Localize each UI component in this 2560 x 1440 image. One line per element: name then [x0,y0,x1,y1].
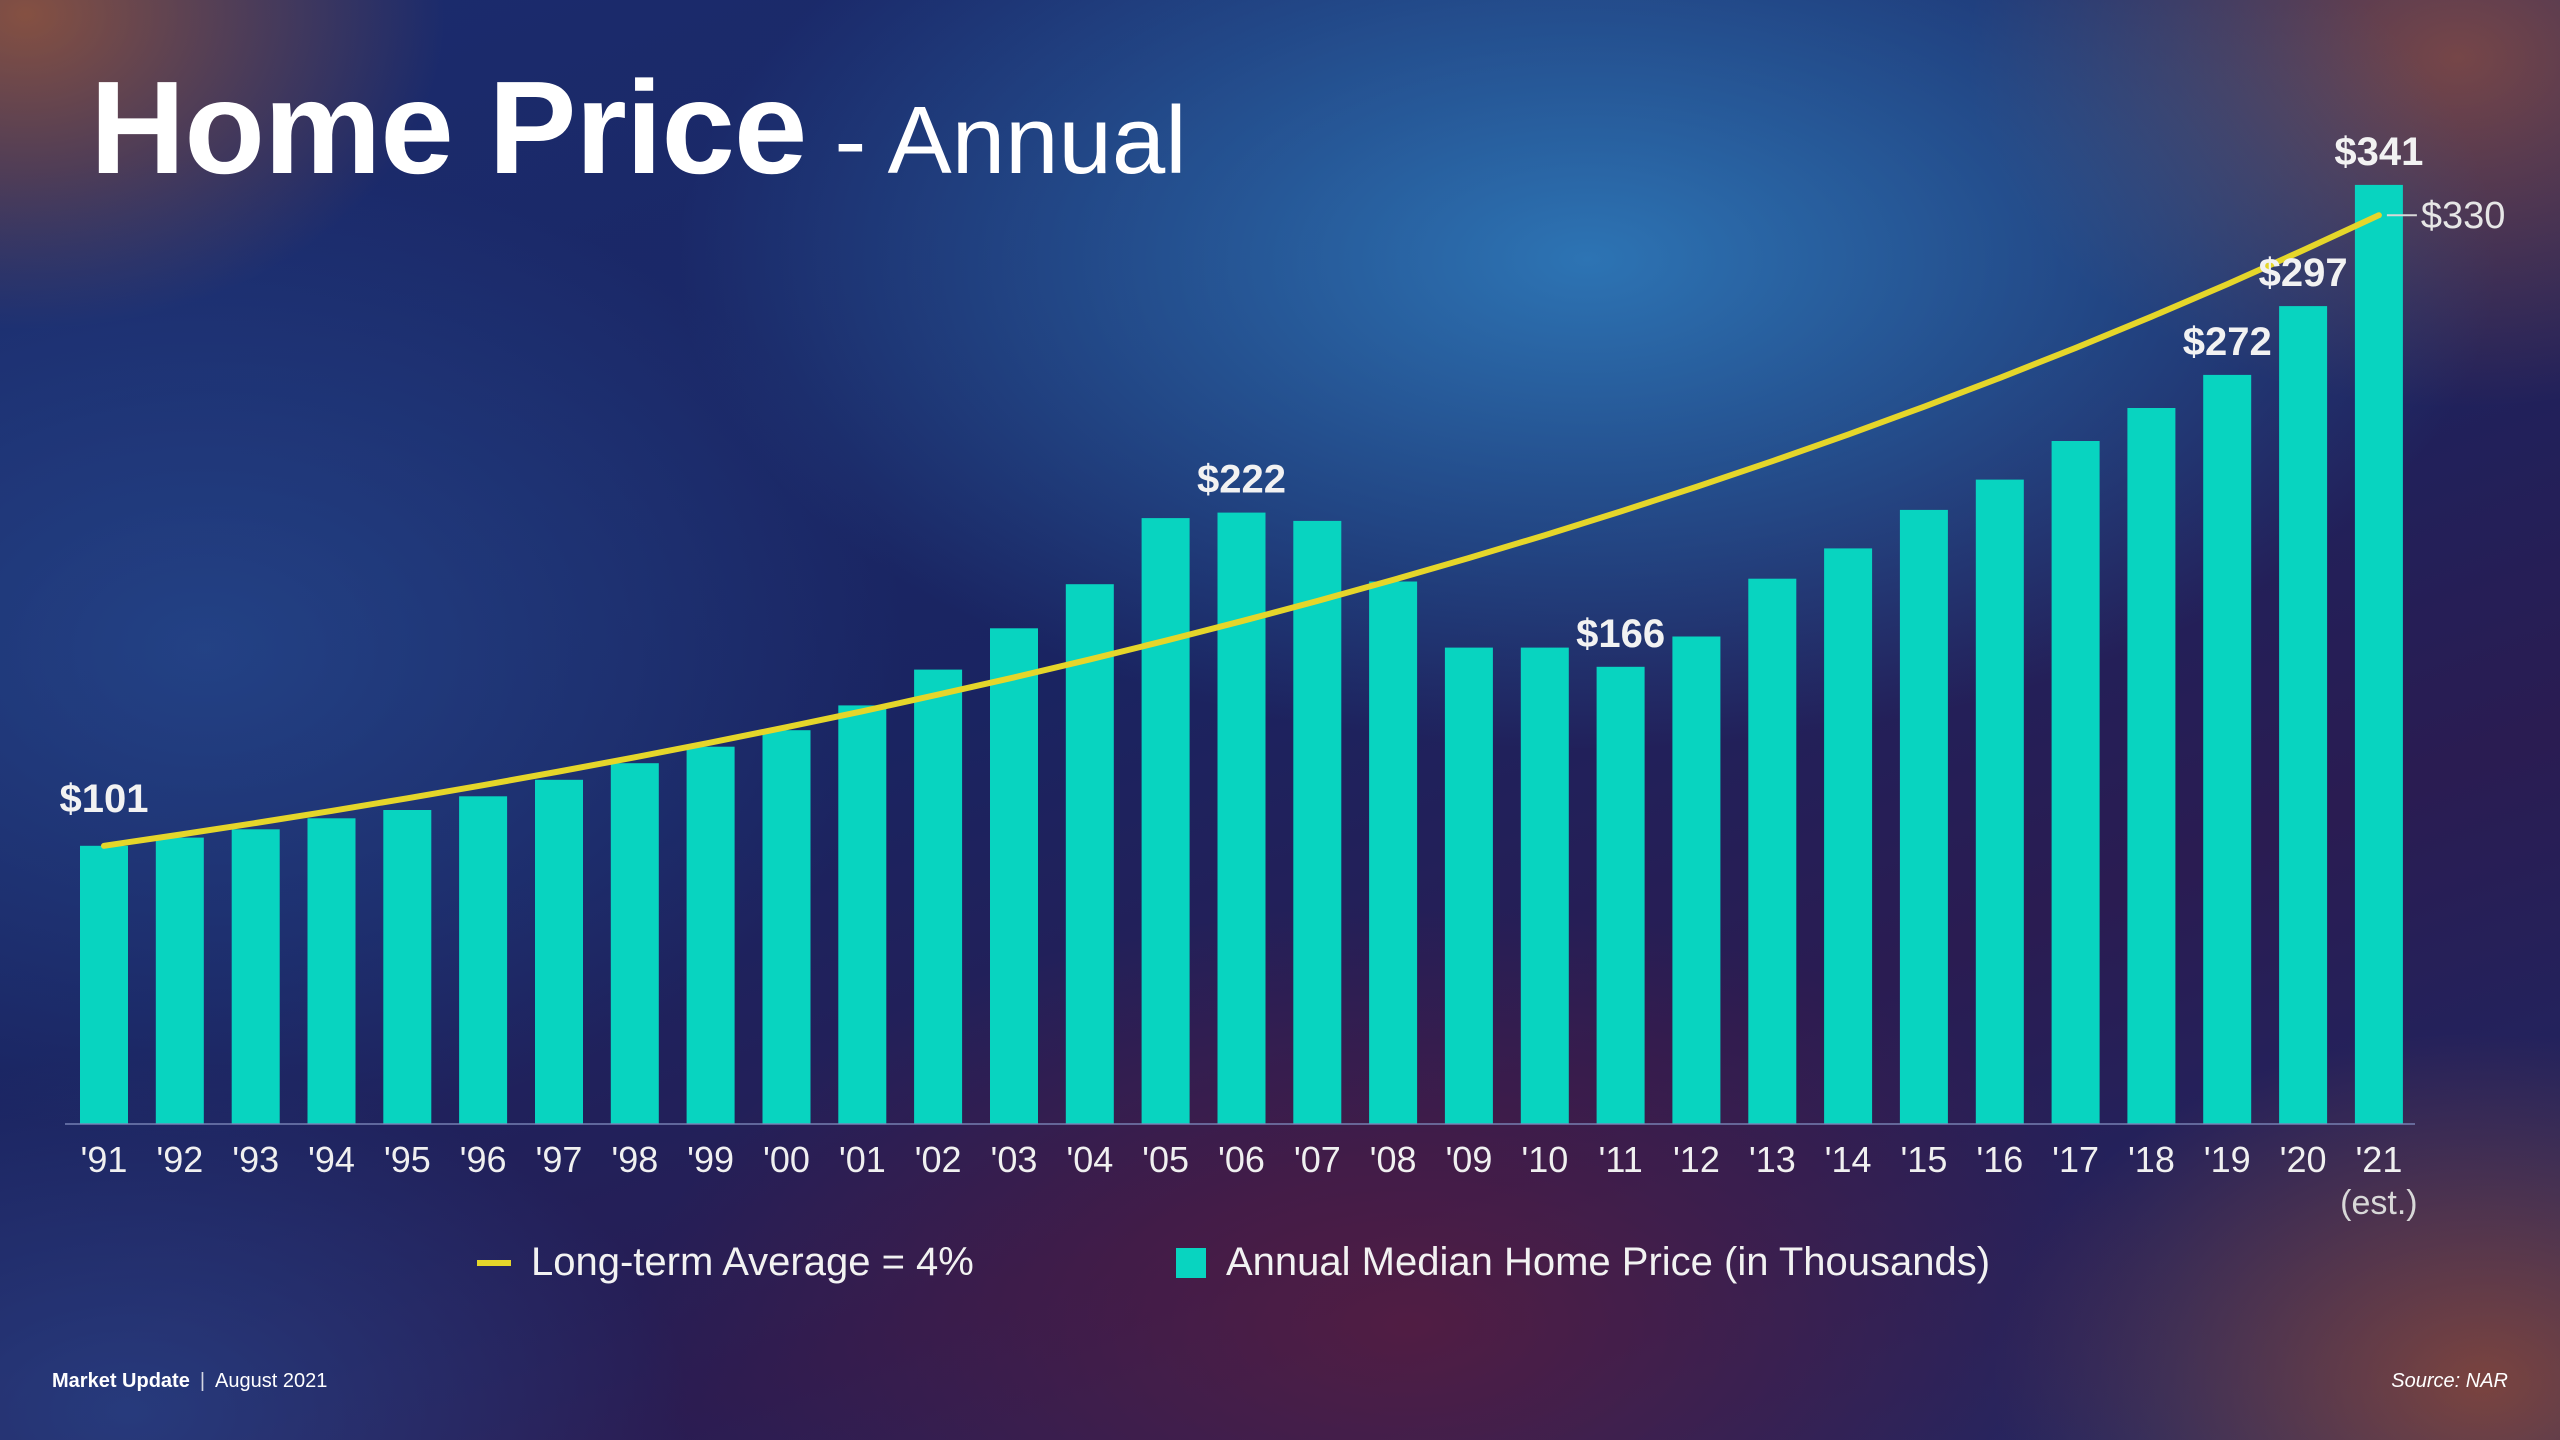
bar-11 [1596,666,1645,1124]
x-tick-label: '19 [2204,1139,2251,1180]
x-tick-label: '94 [308,1139,355,1180]
bar-98 [610,763,659,1124]
x-tick-label: '18 [2128,1139,2175,1180]
data-label: $272 [2183,320,2272,364]
bar-03 [990,628,1038,1124]
footer-date: August 2021 [215,1370,328,1392]
x-tick-label: '16 [1976,1139,2023,1180]
legend-item-trend: Long-term Average = 4% [477,1240,974,1285]
x-tick-label: '93 [232,1139,279,1180]
footer-source: Source: NAR [2391,1370,2508,1392]
bar-18 [2127,408,2176,1124]
x-tick-label: '10 [1521,1139,1568,1180]
bar-14 [1824,548,1873,1124]
bar-97 [535,779,583,1125]
bars-layer [80,184,2403,1125]
x-tick-label: '97 [536,1139,583,1180]
x-tick-label: '08 [1370,1139,1417,1180]
bar-06 [1217,512,1266,1124]
bar-02 [914,669,963,1124]
x-tick-label: '07 [1294,1139,1341,1180]
x-tick-label: '03 [991,1139,1038,1180]
legend-trend-label: Long-term Average = 4% [531,1240,974,1284]
x-tick-labels: '91 '92 '93 '94 '95 '96 '97 '98 '99 '00 '01 '02 '03 '… [81,1139,2418,1222]
data-label: $222 [1197,458,1286,502]
bar-17 [2051,441,2100,1124]
chart-title: Home Price - Annual [90,62,1187,194]
x-tick-label: '00 [763,1139,810,1180]
trend-end-label: $330 [2421,195,2506,237]
title-sub: - Annual [834,87,1187,194]
data-labels-layer: $101 $222 $166 $272 $297 $341 [60,130,2424,821]
x-tick-label: '06 [1218,1139,1265,1180]
x-tick-label: '05 [1142,1139,1189,1180]
x-tick-label: '20 [2280,1139,2327,1180]
trend-line-layer: $330 [101,195,2506,849]
x-tick-label: '14 [1825,1139,1872,1180]
x-tick-label: '02 [915,1139,962,1180]
bar-19 [2203,374,2252,1124]
trend-line [101,212,2382,849]
legend-bar-label: Annual Median Home Price (in Thousands) [1226,1240,1991,1284]
x-tick-label: '17 [2052,1139,2099,1180]
bar-20 [2279,306,2328,1125]
x-tick-note: (est.) [2340,1184,2417,1222]
legend-line-swatch [477,1259,511,1266]
bar-08 [1369,581,1418,1124]
footer-brand: Market Update [52,1370,190,1392]
data-label: $297 [2259,251,2348,295]
bar-21 [2354,184,2403,1124]
x-tick-label: '98 [611,1139,658,1180]
bar-10 [1520,647,1569,1124]
bar-13 [1748,578,1797,1124]
title-main: Home Price [90,54,807,201]
x-tick-label: '11 [1598,1139,1642,1180]
bar-93 [231,829,280,1124]
bar-92 [155,837,204,1124]
x-tick-label: '12 [1673,1139,1720,1180]
bar-12 [1672,636,1721,1124]
bar-99 [686,746,735,1124]
x-tick-label: '96 [460,1139,507,1180]
bar-94 [307,818,356,1124]
data-label: $101 [60,777,149,821]
x-tick-label: '04 [1066,1139,1113,1180]
bar-16 [1975,479,2024,1125]
bar-95 [383,810,432,1124]
x-tick-label: '15 [1900,1139,1947,1180]
bar-09 [1444,647,1493,1124]
x-tick-label: '21 [2355,1139,2402,1180]
bar-07 [1293,520,1342,1124]
x-tick-label: '95 [384,1139,431,1180]
x-tick-label: '09 [1445,1139,1492,1180]
legend: Long-term Average = 4% Annual Median Hom… [0,1240,2560,1300]
footer-left: Market Update | August 2021 [52,1370,327,1393]
x-tick-label: '92 [156,1139,203,1180]
data-label: $341 [2334,130,2423,174]
legend-item-bars: Annual Median Home Price (in Thousands) [1176,1240,1990,1285]
bar-15 [1899,509,1948,1124]
x-tick-label: '13 [1749,1139,1796,1180]
legend-bar-swatch [1176,1247,1206,1278]
x-tick-label: '91 [81,1139,128,1180]
x-tick-label: '01 [839,1139,886,1180]
data-label: $166 [1576,612,1665,656]
bar-01 [838,705,887,1124]
bar-04 [1065,584,1114,1124]
footer-separator: | [199,1370,206,1392]
bar-00 [762,730,811,1124]
bar-96 [459,796,508,1124]
bar-05 [1141,518,1190,1124]
bar-91 [80,845,128,1124]
x-tick-label: '99 [687,1139,734,1180]
